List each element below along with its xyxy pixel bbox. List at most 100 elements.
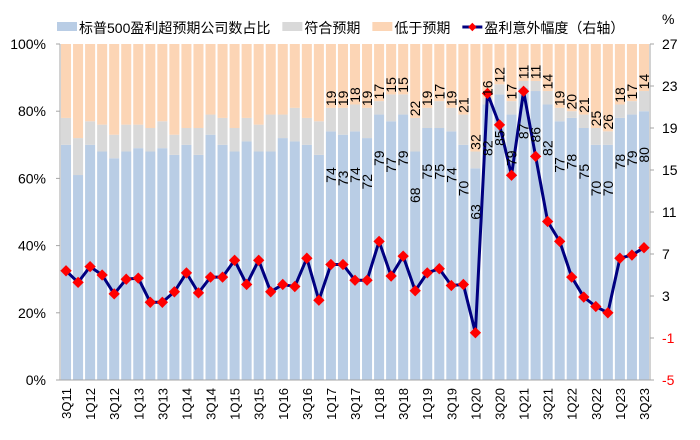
bar-miss (301, 44, 312, 118)
beat-data-label: 74 (323, 167, 339, 183)
bar-inline (145, 128, 156, 152)
bar-inline (73, 138, 84, 176)
bar-beat (121, 151, 132, 380)
bar-beat (422, 128, 433, 380)
bar-beat (157, 148, 168, 380)
bar-inline (121, 124, 132, 152)
axes: 0% 20% 40% 60% 80% 100% -5 -1 3 7 11 15 19 23 27% 3Q11 1… (10, 11, 678, 420)
bar-inline (530, 80, 541, 92)
bar-inline (542, 91, 553, 105)
bar-beat (578, 128, 589, 380)
bar-miss (590, 44, 601, 128)
right-tick-label: 19 (662, 120, 678, 136)
bar-beat (241, 141, 252, 380)
x-tick-label: 3Q20 (492, 388, 507, 420)
beat-data-label: 82 (540, 140, 556, 156)
bar-inline (109, 134, 120, 159)
bar-beat (193, 154, 204, 380)
bar-beat (602, 144, 613, 380)
bar-beat (289, 141, 300, 380)
bar-miss (602, 44, 613, 132)
bar-beat (386, 121, 397, 380)
bar-beat (542, 104, 553, 380)
surprise-marker (578, 291, 590, 303)
x-tick-label: 1Q22 (565, 388, 580, 420)
right-tick-label: 15 (662, 162, 678, 178)
bar-inline (265, 114, 276, 152)
bar-miss (337, 44, 348, 108)
bar-beat (398, 114, 409, 380)
beat-data-label: 77 (552, 157, 568, 173)
bar-inline (61, 117, 72, 145)
bar-miss (133, 44, 144, 125)
surprise-marker (469, 327, 482, 339)
beat-data-label: 85 (491, 130, 507, 146)
x-tick-label: 1Q15 (228, 388, 243, 420)
bar-beat (337, 134, 348, 380)
surprise-marker (566, 271, 578, 283)
beat-data-label: 74 (443, 167, 459, 183)
legend-label: 符合预期 (304, 20, 360, 36)
surprise-marker (168, 286, 181, 298)
x-tick-label: 3Q16 (300, 388, 315, 420)
miss-data-label: 14 (636, 74, 652, 90)
bar-beat (109, 158, 120, 380)
bar-miss (325, 44, 336, 108)
legend-item: 盈利意外幅度（右轴） (462, 20, 624, 36)
surprise-marker (626, 249, 638, 261)
data-labels: 74 19 73 19 74 18 72 19 79 17 77 15 79 15 68 22 75 19 75 17… (323, 65, 652, 220)
surprise-marker (541, 215, 554, 228)
x-tick-label: 3Q18 (396, 388, 411, 420)
surprise-marker (529, 150, 542, 163)
surprise-marker (192, 287, 205, 299)
surprise-marker (602, 307, 614, 319)
x-tick-label: 1Q23 (613, 388, 628, 420)
bar-inline (133, 124, 144, 149)
x-tick-label: 3Q13 (155, 388, 170, 420)
bar-beat (325, 131, 336, 380)
x-tick-label: 1Q12 (83, 388, 98, 420)
surprise-marker (265, 286, 277, 298)
bar-miss (265, 44, 276, 115)
beat-data-label: 79 (624, 150, 640, 166)
bar-beat (482, 104, 493, 380)
miss-data-label: 18 (347, 87, 363, 103)
surprise-marker (373, 235, 385, 248)
surprise-marker (397, 250, 409, 262)
bar-miss (217, 44, 228, 118)
x-tick-label: 3Q22 (589, 388, 604, 420)
x-tick-label: 1Q14 (179, 388, 194, 420)
left-tick-label: 40% (18, 238, 46, 254)
surprise-marker (253, 254, 265, 266)
bar-miss (157, 44, 168, 122)
bar-miss (229, 44, 240, 128)
surprise-marker (614, 252, 626, 264)
x-tick-label: 1Q17 (324, 388, 339, 420)
surprise-marker (325, 258, 337, 271)
left-tick-label: 0% (26, 372, 46, 388)
bar-beat (614, 117, 625, 381)
bar-miss (626, 44, 637, 102)
legend-label: 盈利意外幅度（右轴） (484, 20, 624, 36)
beat-data-label: 79 (395, 150, 411, 166)
bar-beat (313, 154, 324, 380)
miss-data-label: 21 (576, 97, 592, 113)
bar-beat (566, 117, 577, 381)
miss-data-label: 26 (600, 114, 616, 130)
miss-data-label: 17 (371, 84, 387, 100)
surprise-marker (132, 272, 144, 284)
bar-miss (434, 44, 445, 102)
bar-miss (61, 44, 72, 118)
bar-inline (97, 124, 108, 152)
surprise-marker (445, 279, 457, 292)
bar-beat (470, 168, 481, 380)
bar-inline (578, 114, 589, 128)
bar-beat (506, 114, 517, 380)
bar-inline (398, 94, 409, 115)
bar-miss (446, 44, 457, 108)
bar-beat (374, 114, 385, 380)
bar-inline (410, 117, 421, 152)
bar-beat (205, 134, 216, 380)
bar-inline (386, 94, 397, 122)
beat-data-label: 68 (407, 187, 423, 203)
